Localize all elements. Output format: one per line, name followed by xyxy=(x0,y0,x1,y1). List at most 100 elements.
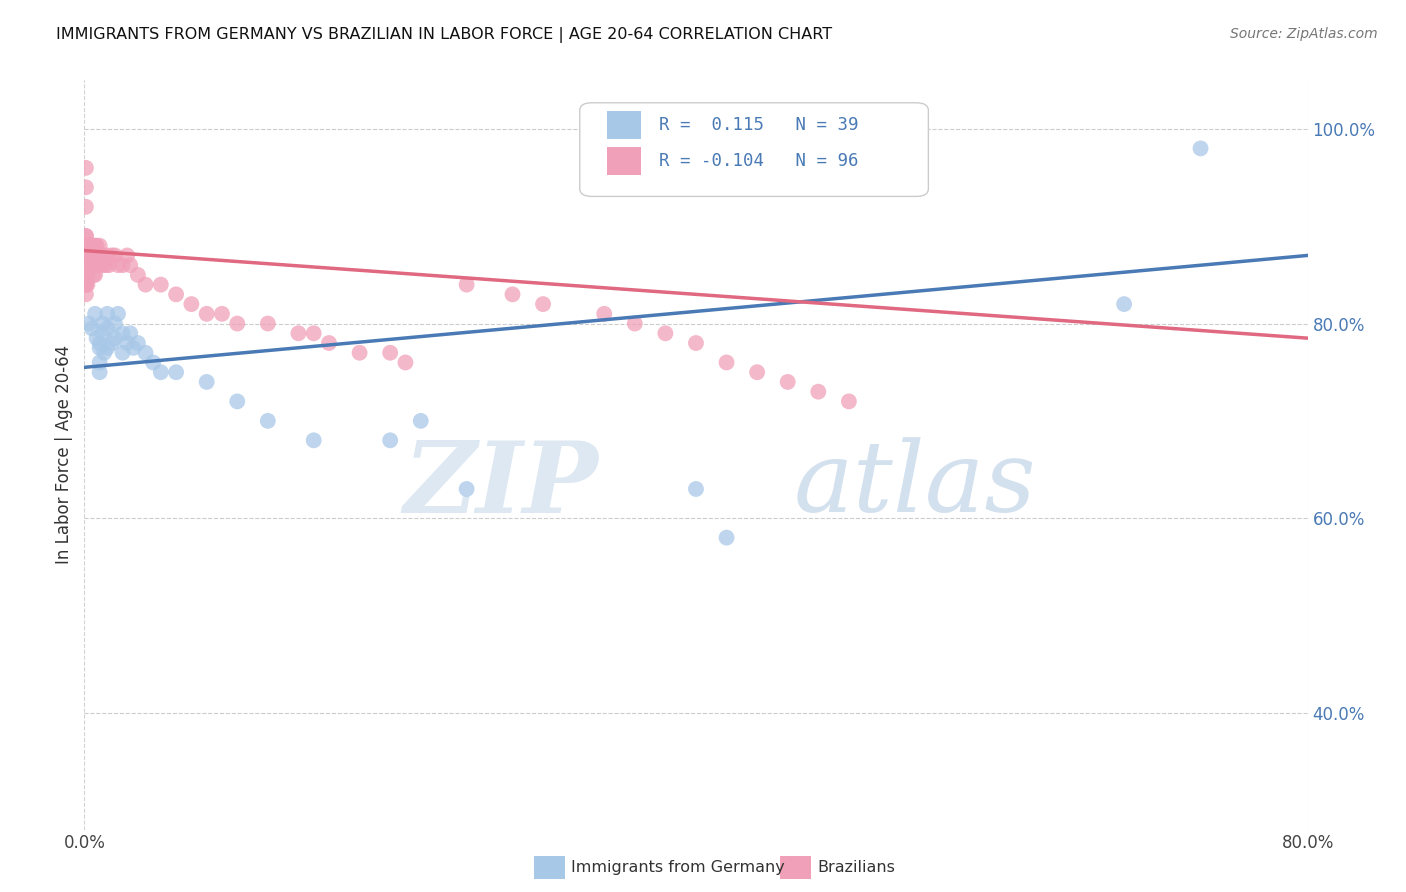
Point xyxy=(75,248,97,262)
Point xyxy=(75,161,97,175)
Point xyxy=(318,336,340,351)
Point xyxy=(531,297,554,311)
Point xyxy=(75,287,97,301)
Point xyxy=(89,238,111,252)
Point xyxy=(77,317,100,331)
Point xyxy=(115,248,138,262)
Point xyxy=(149,365,172,379)
Point xyxy=(75,258,97,272)
Point xyxy=(75,268,97,282)
Point xyxy=(122,341,145,355)
Point xyxy=(84,248,107,262)
Point xyxy=(104,331,127,345)
Point xyxy=(111,345,134,359)
Point xyxy=(624,317,647,331)
Point xyxy=(456,482,478,496)
Point xyxy=(96,321,118,335)
Point xyxy=(77,258,100,272)
Point xyxy=(86,238,108,252)
Point xyxy=(165,287,187,301)
Point xyxy=(89,248,111,262)
Point xyxy=(84,268,107,282)
Point xyxy=(83,248,105,262)
Point xyxy=(87,248,110,262)
Point xyxy=(80,248,103,262)
Text: R =  0.115   N = 39: R = 0.115 N = 39 xyxy=(659,116,859,134)
Point xyxy=(211,307,233,321)
Point xyxy=(747,365,769,379)
Point xyxy=(75,277,97,292)
Point xyxy=(120,258,142,272)
Point xyxy=(76,258,98,272)
Point xyxy=(394,355,416,369)
Point xyxy=(107,307,129,321)
Point xyxy=(89,355,111,369)
Point xyxy=(654,326,676,341)
Point xyxy=(101,336,124,351)
Point xyxy=(75,229,97,244)
Text: Brazilians: Brazilians xyxy=(817,860,894,874)
Point xyxy=(76,248,98,262)
Point xyxy=(75,238,97,252)
Point xyxy=(75,258,97,272)
Point xyxy=(75,200,97,214)
Point xyxy=(80,238,103,252)
Point xyxy=(226,317,249,331)
FancyBboxPatch shape xyxy=(606,147,641,176)
Point xyxy=(180,297,202,311)
FancyBboxPatch shape xyxy=(606,111,641,139)
Point xyxy=(111,258,134,272)
Point xyxy=(111,326,134,341)
Text: ZIP: ZIP xyxy=(404,437,598,533)
Point xyxy=(91,326,114,341)
Point xyxy=(104,248,127,262)
Point xyxy=(84,307,107,321)
Point xyxy=(96,307,118,321)
Text: Immigrants from Germany: Immigrants from Germany xyxy=(571,860,785,874)
Point xyxy=(75,258,97,272)
Point xyxy=(226,394,249,409)
Point xyxy=(93,345,115,359)
Point xyxy=(76,268,98,282)
Point xyxy=(195,375,218,389)
Point xyxy=(380,345,402,359)
Text: R = -0.104   N = 96: R = -0.104 N = 96 xyxy=(659,153,859,170)
Point xyxy=(75,248,97,262)
Point xyxy=(302,326,325,341)
Point xyxy=(94,258,117,272)
Point xyxy=(76,248,98,262)
Point xyxy=(135,345,157,359)
Point xyxy=(77,248,100,262)
Point xyxy=(716,355,738,369)
Point xyxy=(75,238,97,252)
Point xyxy=(776,375,799,389)
Point xyxy=(101,248,124,262)
Point xyxy=(86,248,108,262)
Point xyxy=(76,258,98,272)
Point xyxy=(349,345,371,359)
Point xyxy=(77,258,100,272)
Point xyxy=(115,336,138,351)
Point xyxy=(76,238,98,252)
Point xyxy=(96,248,118,262)
Point xyxy=(91,248,114,262)
Point xyxy=(89,341,111,355)
Point xyxy=(75,248,97,262)
Point xyxy=(80,258,103,272)
Point xyxy=(120,326,142,341)
Text: IMMIGRANTS FROM GERMANY VS BRAZILIAN IN LABOR FORCE | AGE 20-64 CORRELATION CHAR: IMMIGRANTS FROM GERMANY VS BRAZILIAN IN … xyxy=(56,27,832,43)
Point xyxy=(75,180,97,194)
Point xyxy=(77,248,100,262)
Point xyxy=(838,394,860,409)
Point xyxy=(75,277,97,292)
Point xyxy=(502,287,524,301)
Point xyxy=(91,258,114,272)
Point xyxy=(149,277,172,292)
Point xyxy=(165,365,187,379)
Point xyxy=(76,258,98,272)
Text: Source: ZipAtlas.com: Source: ZipAtlas.com xyxy=(1230,27,1378,41)
Point xyxy=(1189,141,1212,155)
Point xyxy=(75,268,97,282)
Point xyxy=(257,317,280,331)
Point xyxy=(287,326,309,341)
